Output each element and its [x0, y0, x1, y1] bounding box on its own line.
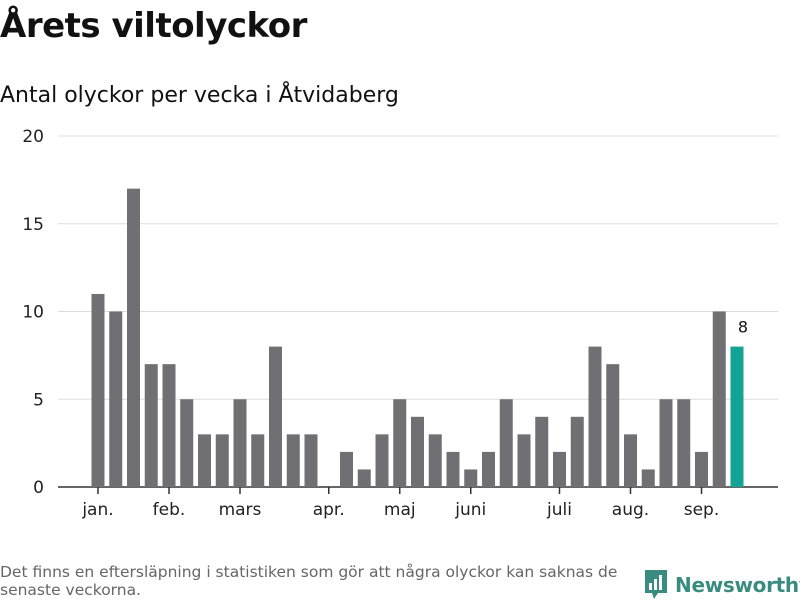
bar [180, 399, 194, 487]
bar [464, 469, 478, 487]
bar [517, 434, 531, 487]
bar-highlight [730, 346, 744, 487]
bar [393, 399, 407, 487]
x-tick-label: juli [546, 500, 572, 520]
bar [162, 364, 176, 487]
bar [251, 434, 265, 487]
bar [624, 434, 637, 487]
bar [588, 346, 602, 487]
x-tick-label: apr. [313, 500, 345, 520]
bar [712, 311, 726, 487]
x-tick-label: sep. [684, 500, 720, 520]
bar [570, 416, 584, 487]
chart-subtitle: Antal olyckor per vecka i Åtvidaberg [0, 83, 399, 108]
y-tick-label: 15 [22, 215, 44, 235]
bar [375, 434, 389, 487]
footnote: Det finns en eftersläpning i statistiken… [0, 563, 618, 599]
bar [446, 451, 460, 487]
bar [269, 346, 282, 487]
chart-title: Årets viltolyckor [0, 6, 307, 46]
brand-logo[interactable]: Newsworthy [643, 569, 800, 601]
bar [482, 451, 495, 487]
bar [695, 451, 708, 487]
y-tick-label: 10 [22, 303, 44, 323]
bar [215, 434, 229, 487]
bar [677, 399, 691, 487]
bar [659, 399, 673, 487]
y-tick-label: 5 [33, 390, 44, 410]
logo-bar-1 [649, 583, 652, 590]
bar [91, 293, 105, 487]
bar [641, 469, 655, 487]
x-tick-label: aug. [612, 500, 649, 520]
bar [411, 416, 424, 487]
y-tick-label: 0 [33, 478, 44, 498]
bar-chart-icon [645, 570, 667, 599]
bar [198, 434, 211, 487]
bar [340, 451, 353, 487]
bar [233, 399, 247, 487]
y-tick-label: 20 [22, 127, 44, 147]
bar [304, 434, 318, 487]
logo-bar-2 [654, 579, 657, 590]
x-tick-label: mars [219, 500, 262, 520]
brand-name: Newsworthy [675, 573, 800, 597]
bar [535, 416, 549, 487]
bar [357, 469, 371, 487]
bar-chart: 0 5 10 15 20 8 jan. feb. mars apr. maj juni juli aug.… [22, 127, 778, 520]
bar-value-label: 8 [738, 318, 748, 337]
bar [553, 451, 566, 487]
logo-bar-3 [659, 575, 662, 590]
bar [109, 311, 123, 487]
bar [286, 434, 300, 487]
x-tick-label: feb. [153, 500, 186, 520]
x-tick-label: juni [454, 500, 486, 520]
bar [428, 434, 442, 487]
x-tick-label: maj [384, 500, 416, 520]
bar [606, 364, 620, 487]
x-tick-label: jan. [81, 500, 113, 520]
bar [499, 399, 513, 487]
bar [144, 364, 158, 487]
bar [127, 188, 140, 487]
